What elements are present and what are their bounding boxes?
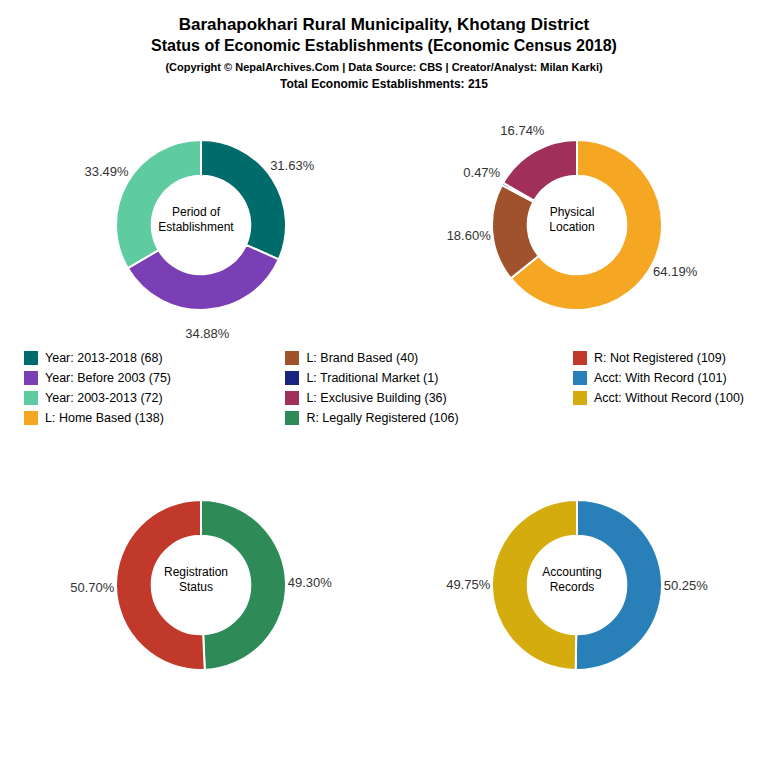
svg-text:50.70%: 50.70%: [70, 580, 115, 595]
svg-text:49.30%: 49.30%: [288, 575, 333, 590]
html-text:Registration: Registration: [164, 565, 228, 579]
svg-text:16.74%: 16.74%: [500, 123, 545, 138]
svg-text:64.19%: 64.19%: [653, 264, 698, 279]
html-text:Records: Records: [549, 580, 595, 594]
svg-text:49.75%: 49.75%: [446, 577, 491, 592]
html-text:R: Not Registered (109): R: Not Registered (109): [593, 351, 726, 365]
html-text:L: Traditional Market (1): L: Traditional Market (1): [306, 371, 439, 385]
html-text:Status: Status: [179, 580, 213, 594]
html-text:Acct: With Record (101): Acct: With Record (101): [593, 371, 727, 385]
html-text:Acct: Without Record (100): Acct: Without Record (100): [593, 391, 744, 405]
html-text:Year: Before 2003 (75): Year: Before 2003 (75): [45, 371, 171, 385]
html-text:Year: 2013-2018 (68): Year: 2013-2018 (68): [45, 351, 163, 365]
html-text:Physical: Physical: [549, 205, 595, 219]
svg-text:50.25%: 50.25%: [664, 578, 709, 593]
html-text:Period of: Period of: [172, 205, 220, 219]
html-text:Establishment: Establishment: [158, 220, 234, 234]
html-text:Total Economic Establishments:: Total Economic Establishments: 215: [280, 77, 488, 91]
html-text:L: Brand Based (40): L: Brand Based (40): [306, 351, 419, 365]
html-text:R: Legally Registered (106): R: Legally Registered (106): [306, 411, 459, 425]
html-text:Accounting: Accounting: [542, 565, 602, 579]
svg-text:31.63%: 31.63%: [270, 158, 315, 173]
svg-text:34.88%: 34.88%: [185, 326, 230, 341]
html-text:Location: Location: [549, 220, 595, 234]
html-text:L: Exclusive Building (36): L: Exclusive Building (36): [306, 391, 447, 405]
svg-text:18.60%: 18.60%: [447, 228, 492, 243]
html-text:Year: 2003-2013 (72): Year: 2003-2013 (72): [45, 391, 163, 405]
html-text:(Copyright © NepalArchives.Com: (Copyright © NepalArchives.Com | Data So…: [165, 61, 603, 73]
html-text:L: Home Based (138): L: Home Based (138): [45, 411, 164, 425]
html-text:Barahapokhari Rural Municipali: Barahapokhari Rural Municipality, Khotan…: [178, 15, 590, 34]
html-text:Status of Economic Establishme: Status of Economic Establishments (Econo…: [151, 37, 617, 54]
svg-text:0.47%: 0.47%: [463, 165, 500, 180]
svg-text:33.49%: 33.49%: [84, 164, 129, 179]
